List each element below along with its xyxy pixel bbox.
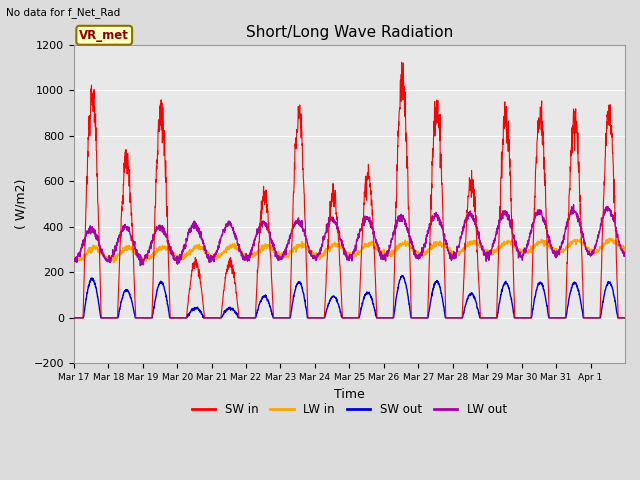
X-axis label: Time: Time bbox=[334, 388, 365, 401]
Title: Short/Long Wave Radiation: Short/Long Wave Radiation bbox=[246, 24, 453, 39]
Legend: SW in, LW in, SW out, LW out: SW in, LW in, SW out, LW out bbox=[187, 399, 512, 421]
Text: VR_met: VR_met bbox=[79, 29, 129, 42]
Y-axis label: ( W/m2): ( W/m2) bbox=[15, 179, 28, 229]
Text: No data for f_Net_Rad: No data for f_Net_Rad bbox=[6, 7, 121, 18]
